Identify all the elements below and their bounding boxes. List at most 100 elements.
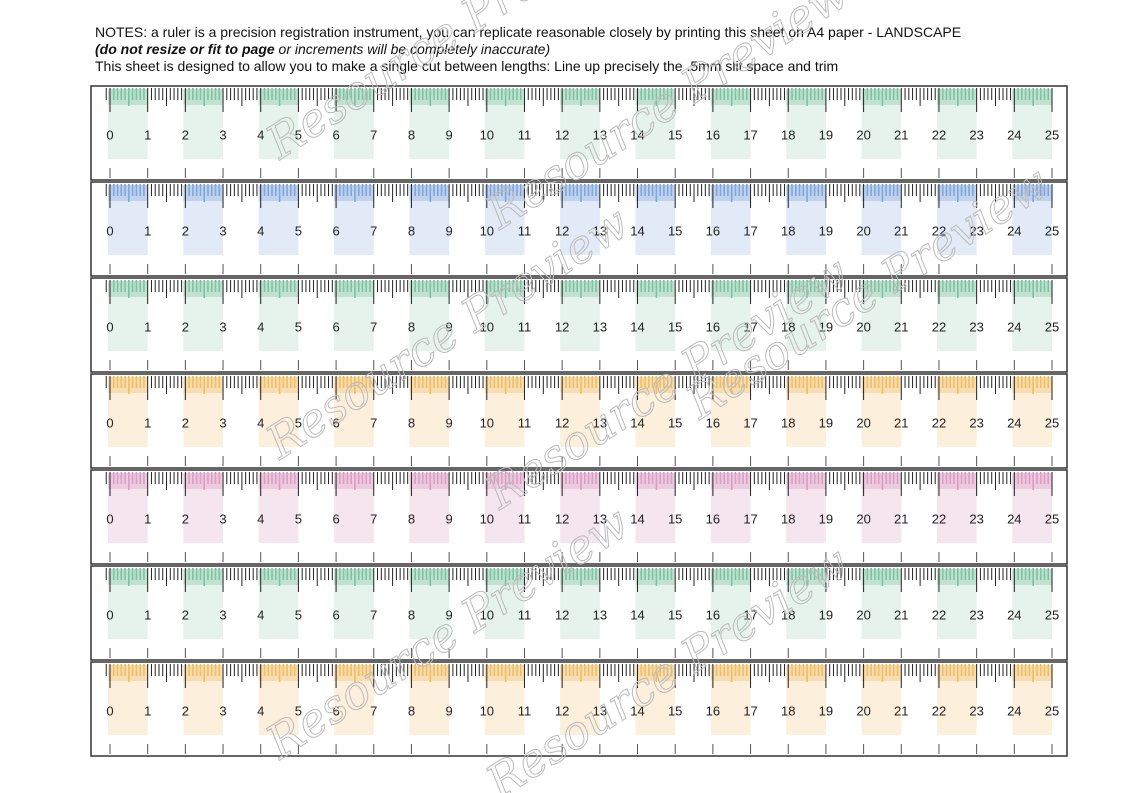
ruler-label: 2 <box>182 223 189 238</box>
ruler-shade <box>409 89 450 159</box>
ruler-label: 0 <box>106 415 113 430</box>
ruler-label: 7 <box>370 607 377 622</box>
ruler-shade <box>183 185 224 255</box>
ruler-label: 11 <box>518 607 532 622</box>
ruler-shade <box>108 569 148 639</box>
ruler-shade <box>258 569 299 639</box>
ruler-label: 12 <box>555 127 569 142</box>
ruler-label: 18 <box>781 319 795 334</box>
ruler-label: 23 <box>969 319 983 334</box>
ruler-label: 14 <box>630 415 644 430</box>
ruler-shade <box>108 89 148 159</box>
ruler-label: 21 <box>894 703 908 718</box>
ruler-shade <box>560 569 600 639</box>
ruler-label: 22 <box>932 223 946 238</box>
ruler-label: 11 <box>518 703 532 718</box>
ruler-shade <box>409 569 450 639</box>
ruler-shade <box>936 473 977 543</box>
ruler: 0 1 2 3 4 5 6 7 8 9 10 11 12 13 14 15 16 17 18 19 20 21 22 23 24… <box>90 85 1068 181</box>
ruler-label: 20 <box>856 223 870 238</box>
ruler-label: 11 <box>518 415 532 430</box>
ruler-label: 12 <box>555 607 569 622</box>
ruler-label: 12 <box>555 415 569 430</box>
ruler-label: 4 <box>257 511 264 526</box>
ruler-label: 19 <box>819 511 833 526</box>
ruler-ticks <box>105 664 1053 688</box>
ruler-shade <box>1012 665 1052 735</box>
ruler-shade <box>635 569 676 639</box>
ruler-label: 1 <box>144 319 151 334</box>
ruler-label: 16 <box>706 415 720 430</box>
ruler-label: 9 <box>446 415 453 430</box>
ruler-ticks-colored <box>112 184 1050 202</box>
ruler-label: 22 <box>932 703 946 718</box>
ruler-label: 7 <box>370 127 377 142</box>
ruler-shade <box>484 281 525 351</box>
ruler-shade <box>786 473 826 543</box>
ruler-shade <box>409 377 450 447</box>
ruler-shade <box>183 377 224 447</box>
ruler-shade <box>183 473 224 543</box>
ruler-label: 4 <box>257 127 264 142</box>
ruler-label: 18 <box>781 415 795 430</box>
ruler-label: 14 <box>630 223 644 238</box>
ruler-label: 15 <box>668 511 682 526</box>
ruler-label: 10 <box>480 127 494 142</box>
ruler-label: 1 <box>144 607 151 622</box>
ruler-bottom-ticks <box>109 648 1053 658</box>
ruler-label: 2 <box>182 607 189 622</box>
ruler-shade <box>183 89 224 159</box>
ruler-label: 10 <box>480 511 494 526</box>
ruler-label: 17 <box>743 511 757 526</box>
ruler-shade <box>861 89 902 159</box>
ruler-label: 18 <box>781 607 795 622</box>
ruler-ticks-colored <box>112 376 1050 394</box>
ruler-shade <box>258 89 299 159</box>
ruler-label: 20 <box>856 607 870 622</box>
ruler-label: 12 <box>555 703 569 718</box>
ruler-label: 25 <box>1045 415 1059 430</box>
ruler-label: 2 <box>182 415 189 430</box>
ruler-shade <box>936 89 977 159</box>
ruler-shade <box>560 473 600 543</box>
ruler-label: 18 <box>781 511 795 526</box>
ruler-shade <box>786 89 826 159</box>
ruler-shade <box>1012 569 1052 639</box>
ruler-label: 16 <box>706 607 720 622</box>
ruler-ticks-colored <box>112 568 1050 586</box>
ruler-shade <box>635 89 676 159</box>
ruler-label: 2 <box>182 127 189 142</box>
ruler-label: 0 <box>106 127 113 142</box>
ruler-shade <box>1012 377 1052 447</box>
ruler-label: 8 <box>408 511 415 526</box>
ruler-label: 25 <box>1045 511 1059 526</box>
ruler-label: 19 <box>819 607 833 622</box>
note-text: or increments will be completely inaccur… <box>274 41 551 57</box>
ruler-label: 13 <box>593 607 607 622</box>
ruler-shade <box>635 473 676 543</box>
ruler-label: 24 <box>1007 607 1021 622</box>
ruler-label: 18 <box>781 703 795 718</box>
ruler-label: 24 <box>1007 127 1021 142</box>
ruler-bottom-ticks <box>109 360 1053 370</box>
ruler-label: 9 <box>446 607 453 622</box>
ruler-label: 4 <box>257 415 264 430</box>
ruler-label: 0 <box>106 223 113 238</box>
ruler-label: 11 <box>518 223 532 238</box>
ruler-label: 16 <box>706 223 720 238</box>
ruler-border <box>90 373 1068 469</box>
ruler-shade <box>484 473 525 543</box>
ruler-label: 9 <box>446 319 453 334</box>
ruler-shade <box>936 185 977 255</box>
ruler-label: 4 <box>257 607 264 622</box>
ruler-shade <box>710 377 751 447</box>
ruler-ticks-colored <box>112 664 1050 682</box>
ruler-shade <box>409 665 450 735</box>
ruler-shade <box>484 185 525 255</box>
ruler-shade <box>258 281 299 351</box>
ruler-shade <box>484 569 525 639</box>
ruler-label: 14 <box>630 607 644 622</box>
ruler-label: 17 <box>743 319 757 334</box>
ruler-label: 8 <box>408 223 415 238</box>
ruler-bottom-ticks <box>109 456 1053 466</box>
